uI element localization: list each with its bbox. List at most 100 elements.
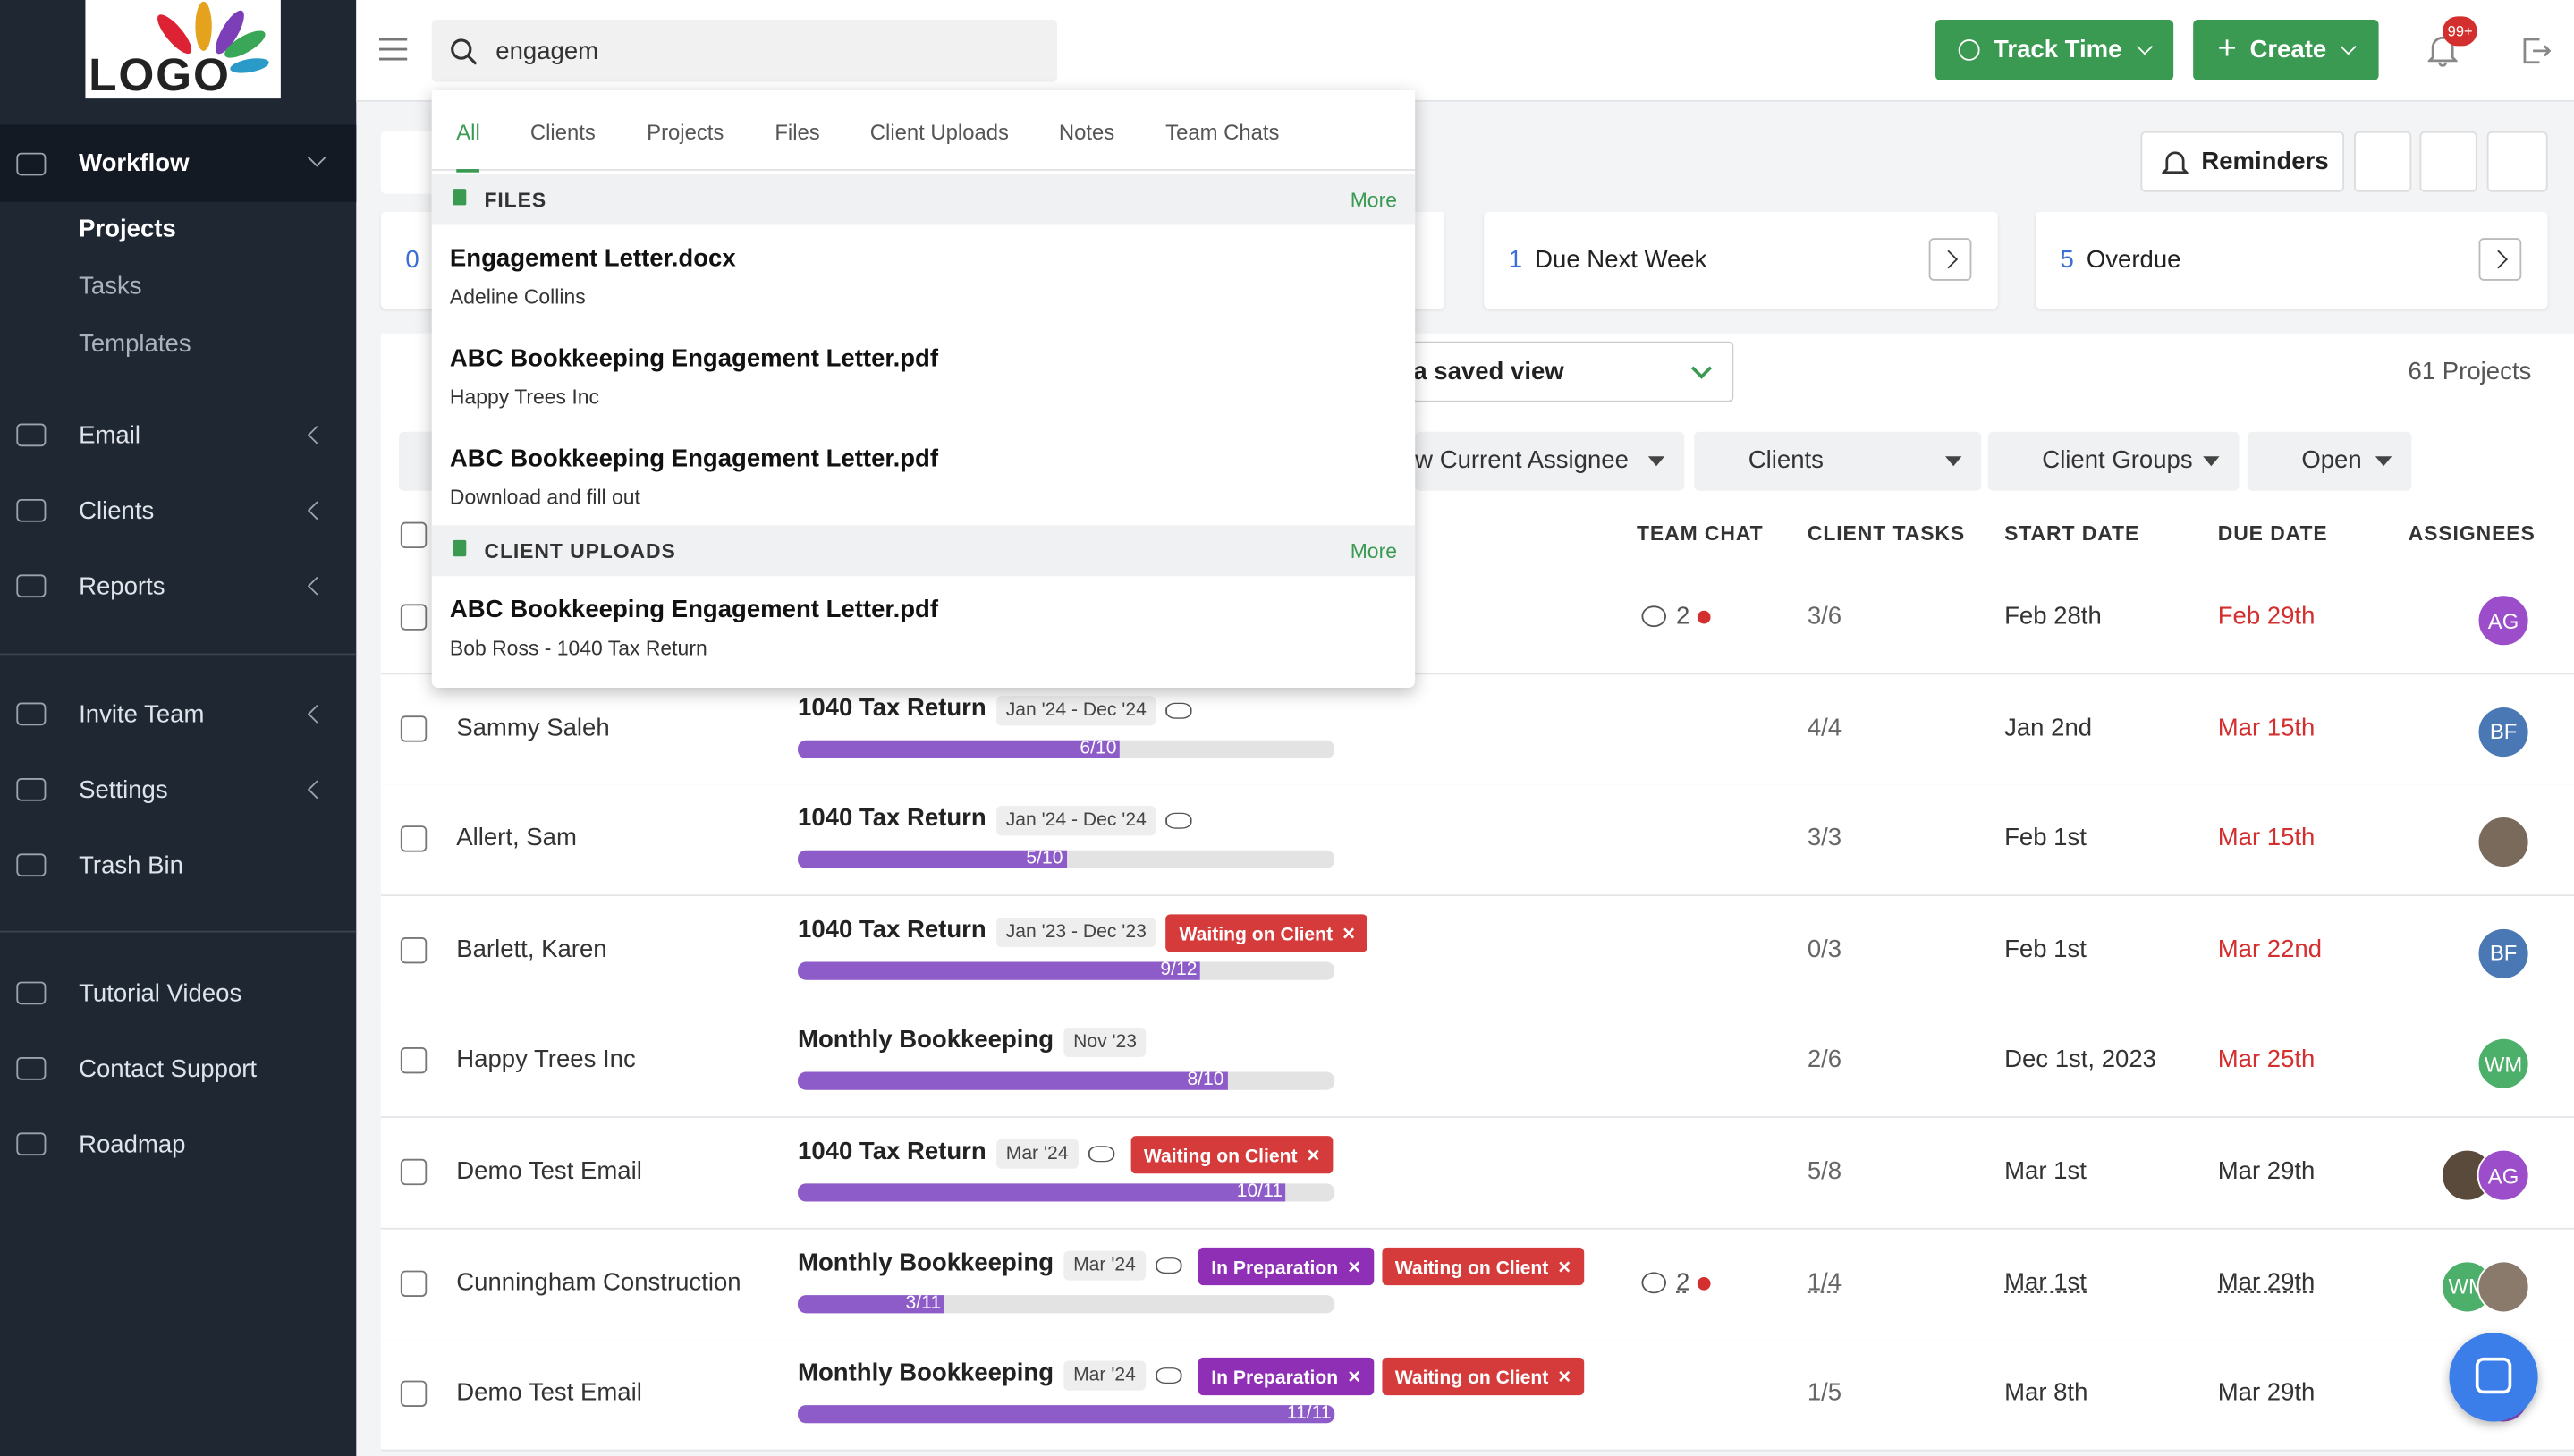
project-title[interactable]: 1040 Tax Return: [798, 693, 986, 722]
row-checkbox[interactable]: [400, 936, 428, 964]
result-item[interactable]: Engagement Letter.docx Adeline Collins: [432, 224, 1415, 323]
nav-item[interactable]: Clients: [0, 474, 356, 546]
settings-button[interactable]: [2354, 131, 2412, 192]
section-more[interactable]: More: [1350, 539, 1397, 563]
status-tag[interactable]: Waiting on Client ×: [1130, 1136, 1334, 1174]
status-tag[interactable]: Waiting on Client ×: [1165, 913, 1368, 952]
row-checkbox[interactable]: [400, 1380, 428, 1408]
client-name[interactable]: Demo Test Email: [456, 1379, 642, 1408]
client-tasks: 3/3: [1807, 824, 1842, 852]
project-title[interactable]: Monthly Bookkeeping: [798, 1359, 1054, 1388]
project-title[interactable]: 1040 Tax Return: [798, 915, 986, 944]
nav-item[interactable]: Email: [0, 399, 356, 471]
row-checkbox[interactable]: [400, 1047, 428, 1075]
client-name[interactable]: Allert, Sam: [456, 824, 577, 852]
saved-view-select[interactable]: a saved view: [1411, 341, 1734, 402]
summary-card[interactable]: 5 Overdue: [2035, 211, 2548, 309]
search-tab[interactable]: Client Uploads: [869, 119, 1009, 145]
tag-remove[interactable]: ×: [1348, 1253, 1361, 1279]
tag-remove[interactable]: ×: [1558, 1364, 1571, 1390]
table-row[interactable]: Barlett, Karen 1040 Tax Return Jan '23 - D…: [380, 895, 2574, 1008]
tag-remove[interactable]: ×: [1558, 1253, 1571, 1279]
nav-item[interactable]: Invite Team: [0, 678, 356, 750]
create-button[interactable]: + Create: [2193, 20, 2379, 80]
status-tag[interactable]: In Preparation ×: [1198, 1247, 1374, 1285]
project-title[interactable]: 1040 Tax Return: [798, 1137, 986, 1166]
search-box[interactable]: engagem: [431, 20, 1058, 82]
summary-card[interactable]: 1 Due Next Week: [1484, 211, 1998, 309]
client-name[interactable]: Sammy Saleh: [456, 713, 610, 741]
chat-count[interactable]: 2: [1676, 1268, 1690, 1297]
filter-chip[interactable]: Clients: [1694, 431, 1982, 491]
assignee-avatar[interactable]: [2477, 816, 2530, 869]
row-checkbox[interactable]: [400, 604, 428, 631]
table-row[interactable]: Sammy Saleh 1040 Tax Return Jan '24 - Dec …: [380, 673, 2574, 786]
nav-item[interactable]: Roadmap: [0, 1108, 356, 1181]
table-row[interactable]: Demo Test Email 1040 Tax Return Mar '24 Wai…: [380, 1117, 2574, 1230]
assignee-avatar[interactable]: AG: [2477, 594, 2530, 648]
result-item[interactable]: ABC Bookkeeping Engagement Letter.pdf Hap…: [432, 325, 1415, 423]
progress-track: 11/11: [798, 1404, 1335, 1424]
nav-item[interactable]: Reports: [0, 550, 356, 622]
assignee-avatar[interactable]: BF: [2477, 927, 2530, 980]
chat-count[interactable]: 2: [1676, 602, 1690, 631]
nav-item[interactable]: Trash Bin: [0, 829, 356, 902]
table-row[interactable]: Allert, Sam 1040 Tax Return Jan '24 - Dec …: [380, 784, 2574, 897]
client-name[interactable]: Cunningham Construction: [456, 1268, 741, 1297]
summary-arrow[interactable]: [2478, 238, 2522, 281]
result-item[interactable]: ABC Bookkeeping Engagement Letter.pdf Dow…: [432, 425, 1415, 523]
row-checkbox[interactable]: [400, 715, 428, 741]
row-checkbox[interactable]: [400, 825, 428, 852]
tag-remove[interactable]: ×: [1307, 1142, 1320, 1167]
column-header[interactable]: DUE DATE: [2217, 521, 2328, 546]
row-checkbox[interactable]: [400, 1269, 428, 1297]
table-row[interactable]: Cunningham Construction Monthly Bookkeepi…: [380, 1228, 2574, 1341]
logout-icon[interactable]: [2521, 36, 2552, 65]
tag-remove[interactable]: ×: [1342, 920, 1356, 945]
client-name[interactable]: Happy Trees Inc: [456, 1045, 636, 1075]
reminders-button[interactable]: Reminders: [2140, 131, 2345, 192]
nav-subitem[interactable]: Projects: [79, 215, 176, 243]
project-title[interactable]: Monthly Bookkeeping: [798, 1026, 1054, 1055]
assignee-avatar[interactable]: WM: [2477, 1037, 2530, 1091]
status-tag[interactable]: Waiting on Client ×: [1382, 1247, 1584, 1285]
table-row[interactable]: Happy Trees Inc Monthly Bookkeeping Nov '2…: [380, 1006, 2574, 1119]
client-name[interactable]: Barlett, Karen: [456, 935, 607, 964]
status-tag[interactable]: In Preparation ×: [1198, 1358, 1374, 1396]
search-tab[interactable]: Files: [775, 119, 820, 145]
nav-item[interactable]: Tutorial Videos: [0, 957, 356, 1029]
tag-remove[interactable]: ×: [1348, 1364, 1361, 1390]
column-header[interactable]: START DATE: [2004, 521, 2140, 546]
project-title[interactable]: Monthly Bookkeeping: [798, 1248, 1054, 1277]
section-more[interactable]: More: [1350, 189, 1397, 212]
assignee-avatar[interactable]: BF: [2477, 705, 2530, 758]
nav-item[interactable]: Settings: [0, 753, 356, 825]
nav-subitem[interactable]: Templates: [79, 329, 191, 359]
assignee-avatar[interactable]: [2477, 1259, 2530, 1313]
search-tab[interactable]: Clients: [529, 119, 596, 145]
row-checkbox[interactable]: [400, 1158, 428, 1186]
filter-chip[interactable]: Client Groups: [1987, 431, 2240, 491]
table-row[interactable]: Demo Test Email Monthly Bookkeeping Mar '2…: [380, 1340, 2574, 1452]
search-tab[interactable]: Team Chats: [1165, 119, 1280, 145]
search-tab[interactable]: All: [456, 120, 480, 173]
download-button[interactable]: [2419, 131, 2477, 192]
nav-item[interactable]: Contact Support: [0, 1032, 356, 1105]
nav-subitem[interactable]: Tasks: [79, 272, 142, 301]
summary-arrow[interactable]: [1928, 238, 1972, 281]
nav-item[interactable]: Workflow: [0, 124, 357, 202]
info-button[interactable]: [2486, 131, 2548, 192]
status-tag[interactable]: Waiting on Client ×: [1382, 1358, 1584, 1396]
track-time-button[interactable]: Track Time: [1935, 20, 2174, 80]
filter-chip[interactable]: Open: [2247, 431, 2412, 491]
client-name[interactable]: Demo Test Email: [456, 1156, 642, 1186]
search-tab[interactable]: Projects: [647, 119, 724, 145]
project-title[interactable]: 1040 Tax Return: [798, 804, 986, 833]
menu-icon[interactable]: [378, 38, 409, 61]
filter-chip[interactable]: w Current Assignee: [1415, 431, 1685, 491]
chat-launcher[interactable]: [2449, 1333, 2538, 1422]
assignee-avatar[interactable]: AG: [2477, 1148, 2530, 1202]
search-tab[interactable]: Notes: [1058, 119, 1115, 145]
select-all[interactable]: [400, 521, 428, 549]
result-item[interactable]: ABC Bookkeeping Engagement Letter.pdf Bob…: [432, 576, 1415, 674]
